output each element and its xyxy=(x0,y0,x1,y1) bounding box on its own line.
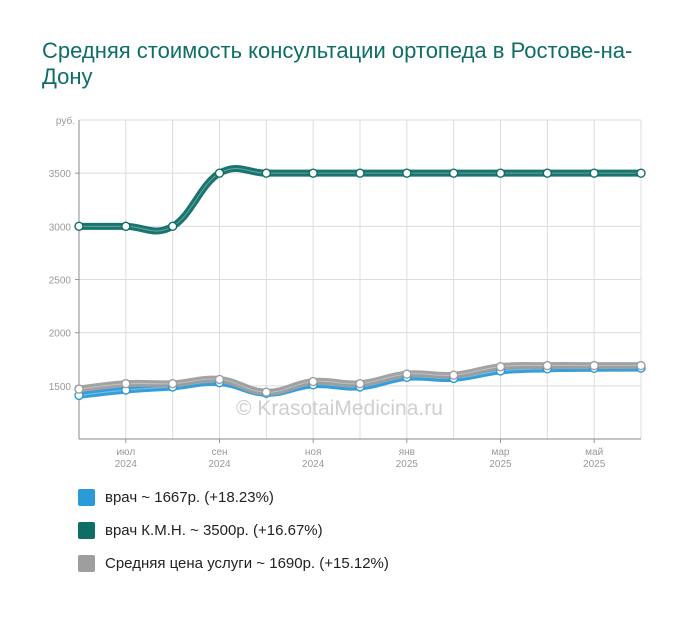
y-tick-label: 1500 xyxy=(49,382,72,393)
data-point xyxy=(402,369,412,379)
series-points xyxy=(74,168,646,401)
x-tick-year-label: 2025 xyxy=(583,459,606,470)
data-point xyxy=(495,168,506,178)
data-point xyxy=(589,360,599,371)
x-tick-label: май xyxy=(585,447,603,458)
y-tick-label: 2500 xyxy=(49,276,72,287)
legend-label: Средняя цена услуги ~ 1690р. (+15.12%) xyxy=(105,554,389,572)
line-chart: руб.15002000250030003500июл2024сен2024но… xyxy=(49,115,646,470)
data-point xyxy=(261,168,272,178)
data-point xyxy=(636,360,646,371)
axes: руб.15002000250030003500июл2024сен2024но… xyxy=(49,115,641,470)
legend-swatch xyxy=(78,488,95,506)
x-tick-year-label: 2024 xyxy=(302,459,325,470)
legend-item[interactable]: Средняя цена услуги ~ 1690р. (+15.12%) xyxy=(78,554,389,572)
data-point xyxy=(74,384,84,394)
legend-swatch xyxy=(78,554,95,572)
y-tick-label: 3500 xyxy=(49,169,72,180)
data-point xyxy=(261,387,272,397)
legend-item[interactable]: врач К.М.Н. ~ 3500р. (+16.67%) xyxy=(78,521,389,539)
data-point xyxy=(167,379,178,389)
data-point xyxy=(121,221,131,232)
data-point xyxy=(355,168,365,178)
legend-item[interactable]: врач ~ 1667р. (+18.23%) xyxy=(78,488,389,506)
y-tick-label: 3000 xyxy=(49,222,72,233)
data-point xyxy=(74,221,84,232)
legend-swatch xyxy=(78,521,95,539)
x-tick-year-label: 2024 xyxy=(115,459,138,470)
chart-title: Средняя стоимость консультации ортопеда … xyxy=(42,38,633,89)
x-tick-label: июл xyxy=(116,447,135,458)
data-point xyxy=(121,379,131,389)
y-axis-unit: руб. xyxy=(56,115,75,127)
legend-label: врач ~ 1667р. (+18.23%) xyxy=(105,488,274,506)
chart-legend: врач ~ 1667р. (+18.23%) врач К.М.Н. ~ 35… xyxy=(78,488,389,587)
data-point xyxy=(542,168,553,178)
data-point xyxy=(448,168,459,178)
x-tick-year-label: 2025 xyxy=(396,459,419,470)
data-point xyxy=(167,221,178,232)
x-tick-year-label: 2025 xyxy=(489,459,512,470)
data-point xyxy=(402,168,412,178)
data-point xyxy=(308,376,318,387)
data-point xyxy=(495,361,506,372)
data-point xyxy=(214,374,225,385)
x-tick-label: ноя xyxy=(305,447,322,458)
legend-label: врач К.М.Н. ~ 3500р. (+16.67%) xyxy=(105,521,323,539)
data-point xyxy=(448,370,459,380)
data-point xyxy=(214,168,225,178)
data-point xyxy=(636,168,646,178)
data-point xyxy=(308,168,318,178)
data-point xyxy=(355,379,365,389)
y-tick-label: 2000 xyxy=(49,329,72,340)
data-point xyxy=(589,168,599,178)
watermark: © KrasotaiMedicina.ru xyxy=(236,397,443,420)
data-point xyxy=(542,360,553,371)
x-tick-label: мар xyxy=(492,447,510,458)
x-tick-label: сен xyxy=(211,447,227,458)
x-tick-label: янв xyxy=(399,447,415,458)
x-tick-year-label: 2024 xyxy=(208,459,231,470)
